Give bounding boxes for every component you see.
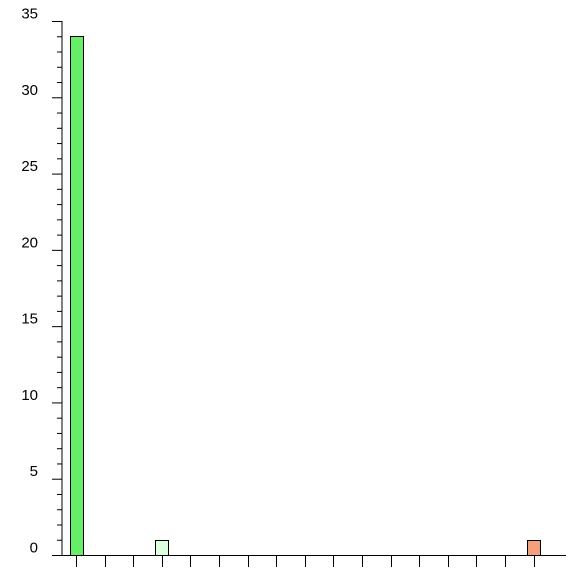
bar [155, 540, 169, 556]
y-axis: 0 5 10 15 20 25 30 35 [21, 6, 63, 557]
x-axis [62, 555, 566, 567]
y-tick-label: 10 [21, 387, 38, 404]
bar [70, 36, 84, 556]
y-tick-label: 15 [21, 311, 38, 328]
y-tick-label: 5 [30, 463, 38, 480]
y-tick-label: 0 [30, 540, 38, 557]
y-tick-label: 30 [21, 82, 38, 99]
bar [527, 540, 541, 556]
y-tick-label: 20 [21, 234, 38, 251]
y-tick-label: 35 [21, 6, 38, 23]
bars [70, 36, 541, 556]
y-tick-label: 25 [21, 158, 38, 175]
